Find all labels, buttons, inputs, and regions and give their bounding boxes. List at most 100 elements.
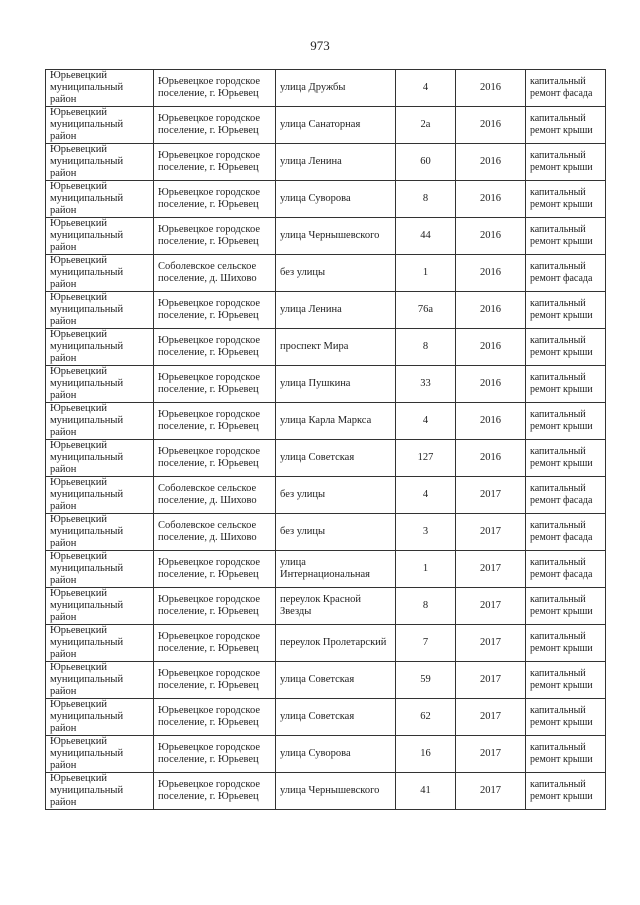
district-cell: Юрьевецкий муниципальный район <box>45 439 154 477</box>
settlement-cell: Юрьевецкое городское поселение, г. Юрьев… <box>153 291 276 329</box>
year-cell: 2017 <box>455 772 526 810</box>
settlement-cell: Соболевское сельское поселение, д. Шихов… <box>153 254 276 292</box>
year-cell: 2016 <box>455 439 526 477</box>
work-type-cell: капитальный ремонт фасада <box>525 254 606 292</box>
table-row: Юрьевецкий муниципальный район Юрьевецкое… <box>45 180 606 218</box>
district-cell: Юрьевецкий муниципальный район <box>45 143 154 181</box>
street-cell: улица Суворова <box>275 735 396 773</box>
settlement-cell: Юрьевецкое городское поселение, г. Юрьев… <box>153 772 276 810</box>
work-type-cell: капитальный ремонт фасада <box>525 476 606 514</box>
house-number-cell: 4 <box>395 402 456 440</box>
street-cell: переулок Пролетарский <box>275 624 396 662</box>
year-cell: 2016 <box>455 402 526 440</box>
work-type-cell: капитальный ремонт крыши <box>525 291 606 329</box>
house-number-cell: 33 <box>395 365 456 403</box>
work-type-cell: капитальный ремонт крыши <box>525 439 606 477</box>
table-row: Юрьевецкий муниципальный район Юрьевецкое… <box>45 624 606 662</box>
year-cell: 2016 <box>455 328 526 366</box>
settlement-cell: Юрьевецкое городское поселение, г. Юрьев… <box>153 439 276 477</box>
house-number-cell: 8 <box>395 328 456 366</box>
house-number-cell: 7 <box>395 624 456 662</box>
settlement-cell: Юрьевецкое городское поселение, г. Юрьев… <box>153 698 276 736</box>
settlement-cell: Юрьевецкое городское поселение, г. Юрьев… <box>153 143 276 181</box>
district-cell: Юрьевецкий муниципальный район <box>45 402 154 440</box>
year-cell: 2016 <box>455 180 526 218</box>
house-number-cell: 8 <box>395 180 456 218</box>
work-type-cell: капитальный ремонт крыши <box>525 106 606 144</box>
table-row: Юрьевецкий муниципальный район Юрьевецкое… <box>45 291 606 329</box>
settlement-cell: Юрьевецкое городское поселение, г. Юрьев… <box>153 624 276 662</box>
work-type-cell: капитальный ремонт фасада <box>525 513 606 551</box>
year-cell: 2016 <box>455 217 526 255</box>
work-type-cell: капитальный ремонт крыши <box>525 402 606 440</box>
table-row: Юрьевецкий муниципальный район Юрьевецкое… <box>45 772 606 810</box>
table-row: Юрьевецкий муниципальный район Юрьевецкое… <box>45 661 606 699</box>
table-row: Юрьевецкий муниципальный район Юрьевецкое… <box>45 106 606 144</box>
district-cell: Юрьевецкий муниципальный район <box>45 550 154 588</box>
house-number-cell: 4 <box>395 69 456 107</box>
repair-schedule-table: Юрьевецкий муниципальный район Юрьевецкое… <box>45 69 606 810</box>
street-cell: проспект Мира <box>275 328 396 366</box>
district-cell: Юрьевецкий муниципальный район <box>45 254 154 292</box>
district-cell: Юрьевецкий муниципальный район <box>45 735 154 773</box>
work-type-cell: капитальный ремонт крыши <box>525 180 606 218</box>
district-cell: Юрьевецкий муниципальный район <box>45 661 154 699</box>
house-number-cell: 59 <box>395 661 456 699</box>
year-cell: 2016 <box>455 291 526 329</box>
district-cell: Юрьевецкий муниципальный район <box>45 180 154 218</box>
work-type-cell: капитальный ремонт крыши <box>525 661 606 699</box>
district-cell: Юрьевецкий муниципальный район <box>45 217 154 255</box>
work-type-cell: капитальный ремонт крыши <box>525 735 606 773</box>
street-cell: улица Пушкина <box>275 365 396 403</box>
street-cell: без улицы <box>275 254 396 292</box>
table-row: Юрьевецкий муниципальный район Юрьевецкое… <box>45 402 606 440</box>
house-number-cell: 1 <box>395 550 456 588</box>
work-type-cell: капитальный ремонт крыши <box>525 587 606 625</box>
table-row: Юрьевецкий муниципальный район Юрьевецкое… <box>45 143 606 181</box>
street-cell: улица Советская <box>275 439 396 477</box>
settlement-cell: Юрьевецкое городское поселение, г. Юрьев… <box>153 106 276 144</box>
work-type-cell: капитальный ремонт крыши <box>525 328 606 366</box>
work-type-cell: капитальный ремонт крыши <box>525 217 606 255</box>
year-cell: 2017 <box>455 513 526 551</box>
settlement-cell: Юрьевецкое городское поселение, г. Юрьев… <box>153 217 276 255</box>
house-number-cell: 3 <box>395 513 456 551</box>
year-cell: 2017 <box>455 698 526 736</box>
street-cell: улица Ленина <box>275 143 396 181</box>
house-number-cell: 2а <box>395 106 456 144</box>
settlement-cell: Юрьевецкое городское поселение, г. Юрьев… <box>153 365 276 403</box>
year-cell: 2016 <box>455 254 526 292</box>
district-cell: Юрьевецкий муниципальный район <box>45 772 154 810</box>
year-cell: 2016 <box>455 143 526 181</box>
work-type-cell: капитальный ремонт фасада <box>525 69 606 107</box>
street-cell: улица Интернациональная <box>275 550 396 588</box>
house-number-cell: 60 <box>395 143 456 181</box>
page-number: 973 <box>310 38 330 53</box>
district-cell: Юрьевецкий муниципальный район <box>45 328 154 366</box>
district-cell: Юрьевецкий муниципальный район <box>45 476 154 514</box>
work-type-cell: капитальный ремонт фасада <box>525 550 606 588</box>
house-number-cell: 1 <box>395 254 456 292</box>
year-cell: 2016 <box>455 106 526 144</box>
table-row: Юрьевецкий муниципальный район Юрьевецкое… <box>45 217 606 255</box>
table-row: Юрьевецкий муниципальный район Юрьевецкое… <box>45 550 606 588</box>
settlement-cell: Юрьевецкое городское поселение, г. Юрьев… <box>153 328 276 366</box>
table-row: Юрьевецкий муниципальный район Соболевско… <box>45 254 606 292</box>
street-cell: улица Чернышевского <box>275 772 396 810</box>
settlement-cell: Юрьевецкое городское поселение, г. Юрьев… <box>153 661 276 699</box>
house-number-cell: 8 <box>395 587 456 625</box>
settlement-cell: Юрьевецкое городское поселение, г. Юрьев… <box>153 402 276 440</box>
table-row: Юрьевецкий муниципальный район Юрьевецкое… <box>45 365 606 403</box>
street-cell: улица Карла Маркса <box>275 402 396 440</box>
table-row: Юрьевецкий муниципальный район Юрьевецкое… <box>45 587 606 625</box>
street-cell: улица Советская <box>275 698 396 736</box>
street-cell: улица Чернышевского <box>275 217 396 255</box>
street-cell: улица Суворова <box>275 180 396 218</box>
street-cell: переулок Красной Звезды <box>275 587 396 625</box>
house-number-cell: 44 <box>395 217 456 255</box>
street-cell: улица Дружбы <box>275 69 396 107</box>
street-cell: улица Санаторная <box>275 106 396 144</box>
settlement-cell: Соболевское сельское поселение, д. Шихов… <box>153 476 276 514</box>
work-type-cell: капитальный ремонт крыши <box>525 624 606 662</box>
settlement-cell: Юрьевецкое городское поселение, г. Юрьев… <box>153 550 276 588</box>
